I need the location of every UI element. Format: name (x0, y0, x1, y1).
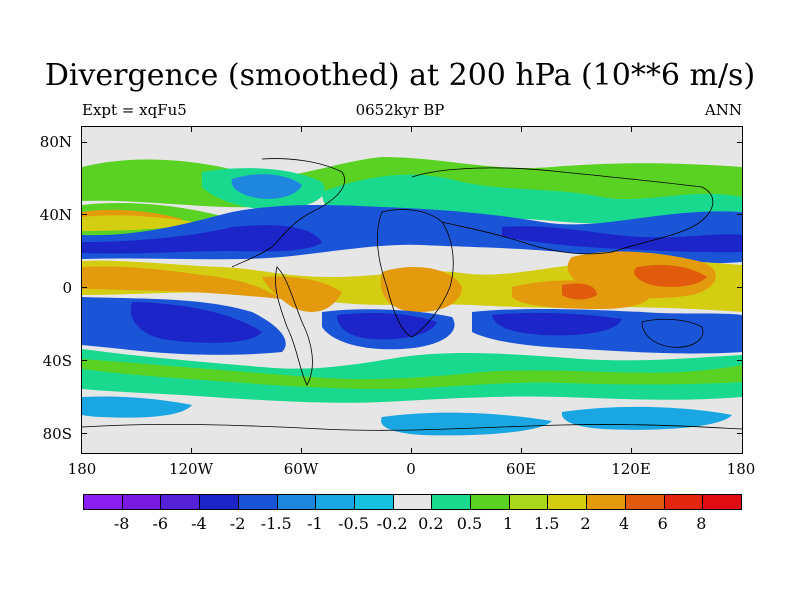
colorbar-box (432, 495, 472, 509)
colorbar-box (509, 495, 549, 509)
divergence-field (82, 157, 742, 436)
x-label-60w: 60W (283, 460, 319, 478)
south-america-orange (262, 276, 342, 312)
colorbar-box (200, 495, 239, 509)
plot-title: Divergence (smoothed) at 200 hPa (10**6 … (44, 58, 756, 93)
x-label-120e: 120E (611, 460, 651, 478)
south-midlat-green (82, 359, 742, 389)
y-label-40s: 40S (42, 352, 72, 370)
colorbar-label: 8 (696, 514, 707, 533)
asia-subtropic-negative (502, 226, 742, 253)
colorbar-box (161, 495, 201, 509)
divergence-map (82, 127, 742, 453)
colorbar (83, 494, 742, 510)
maritime-continent-red (634, 265, 707, 287)
season-label: ANN (704, 101, 742, 119)
time-label: 0652kyr BP (355, 101, 445, 119)
colorbar-box (471, 495, 510, 509)
colorbar-label: 6 (657, 514, 668, 533)
colorbar-box (238, 495, 278, 509)
x-label-180w: 180 (67, 460, 97, 478)
colorbar-label: 1.5 (534, 514, 560, 533)
colorbar-label: -0.5 (338, 514, 369, 533)
colorbar-box (354, 495, 394, 509)
equatorial-orange-west (82, 266, 282, 299)
colorbar-box (393, 495, 433, 509)
colorbar-box (122, 495, 162, 509)
antarctic-negative-far-east (561, 406, 732, 430)
y-label-40n: 40N (39, 206, 72, 224)
antarctic-negative-east (381, 412, 552, 436)
coastlines (82, 158, 742, 431)
north-subtropic-deep-negative (82, 225, 322, 254)
colorbar-box (277, 495, 317, 509)
experiment-label: Expt = xqFu5 (82, 101, 187, 119)
south-midlat-positive (82, 349, 742, 403)
south-pacific-deep-negative (130, 302, 262, 343)
y-label-0: 0 (62, 279, 72, 297)
colorbar-label: 1 (503, 514, 514, 533)
colorbar-box (625, 495, 665, 509)
x-label-180e: 180 (726, 460, 756, 478)
colorbar-label: -6 (152, 514, 169, 533)
colorbar-box (664, 495, 704, 509)
south-indian-deep-negative (492, 312, 622, 336)
y-label-80n: 80N (39, 133, 72, 151)
colorbar-label: -8 (113, 514, 130, 533)
south-atlantic-deep-negative (337, 313, 437, 340)
colorbar-label: -2 (229, 514, 246, 533)
colorbar-box (587, 495, 626, 509)
x-label-0: 0 (406, 460, 416, 478)
colorbar-box (703, 495, 741, 509)
x-label-120w: 120W (168, 460, 214, 478)
colorbar-label: -1.5 (260, 514, 292, 533)
colorbar-box (316, 495, 355, 509)
colorbar-label: -1 (307, 514, 323, 533)
antarctic-negative-west (82, 396, 192, 418)
colorbar-label: 2 (580, 514, 591, 533)
x-label-60e: 60E (505, 460, 537, 478)
colorbar-label: -0.2 (376, 514, 408, 533)
africa-orange (380, 267, 462, 312)
colorbar-label: 4 (618, 514, 630, 533)
colorbar-label: -4 (191, 514, 207, 533)
indian-ocean-red (562, 283, 597, 300)
y-label-80s: 80S (42, 425, 72, 443)
colorbar-box (548, 495, 588, 509)
north-pacific-negative (231, 174, 302, 199)
colorbar-label: 0.5 (456, 514, 483, 533)
colorbar-label: 0.2 (418, 514, 444, 533)
colorbar-box (84, 495, 123, 509)
